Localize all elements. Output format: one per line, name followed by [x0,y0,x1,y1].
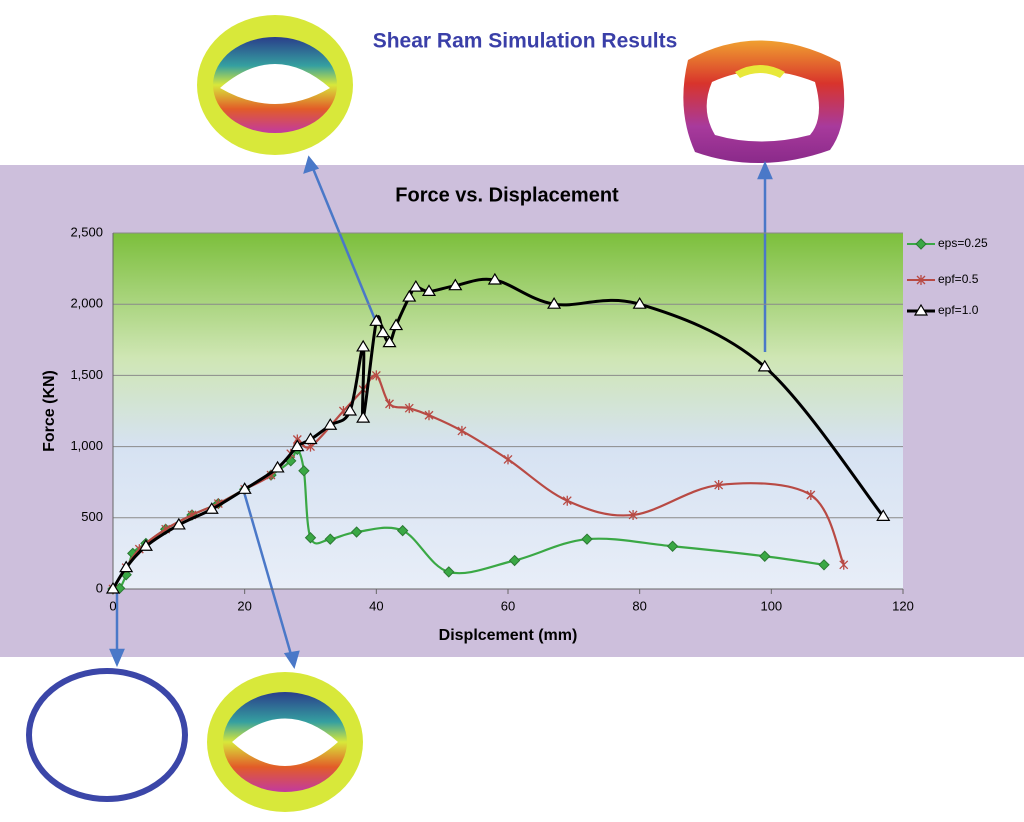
x-tick-label: 60 [501,598,515,613]
x-tick-label: 40 [369,598,383,613]
y-tick-label: 0 [96,580,103,595]
marker [503,454,513,465]
ring-initial [26,668,188,802]
marker [581,533,593,545]
y-tick-label: 2,500 [70,224,103,239]
ring-bottom [207,672,363,812]
marker [628,509,638,520]
plot-area [113,233,903,589]
marker [350,526,363,538]
marker [342,403,358,416]
x-tick-label: 20 [237,598,251,613]
x-tick-label: 0 [109,598,116,613]
marker [487,272,502,285]
marker [396,524,409,537]
marker [818,559,830,571]
marker [375,325,390,338]
marker [666,540,679,552]
marker [270,460,285,473]
marker [382,335,397,348]
marker [547,297,562,309]
marker [757,359,772,372]
marker [105,581,121,594]
arrows [109,155,773,669]
marker [402,289,417,302]
marker [385,398,394,409]
marker [916,275,926,285]
marker [237,482,252,494]
y-axis-label: Force (KN) [41,370,58,452]
marker [303,432,318,445]
marker [304,532,317,544]
marker [562,495,572,506]
marker [424,410,434,421]
x-axis-label: Displcement (mm) [439,627,578,644]
marker [389,318,404,331]
marker [714,480,724,491]
marker [443,566,455,578]
marker [448,278,463,291]
marker [119,560,134,573]
page-title: Shear Ram Simulation Results [373,30,678,53]
marker [138,539,153,551]
y-tick-label: 1,500 [70,367,103,382]
x-tick-label: 100 [760,598,782,613]
marker [323,418,338,430]
marker [913,303,929,316]
marker [356,339,371,352]
marker [408,279,423,292]
ring-top-left [197,15,353,155]
x-tick-label: 80 [632,598,646,613]
marker [404,403,414,414]
legend-label: epf=1.0 [938,303,979,317]
marker [839,559,849,570]
ring-top-right [683,40,845,164]
marker [915,238,927,250]
marker [204,502,219,514]
marker [171,517,186,530]
marker [806,490,816,501]
marker [876,509,891,521]
marker [759,550,771,562]
marker [290,439,305,452]
x-tick-label: 120 [892,598,914,613]
marker [421,284,437,296]
marker [356,410,371,423]
y-tick-label: 500 [81,509,103,524]
y-tick-label: 1,000 [70,438,103,453]
legend-label: epf=0.5 [938,272,979,286]
marker [298,465,310,477]
chart-title: Force vs. Displacement [395,184,619,206]
marker [457,425,467,436]
y-tick-label: 2,000 [70,296,103,311]
marker [324,533,336,545]
marker [508,554,521,567]
marker [369,314,384,326]
legend-label: eps=0.25 [938,236,988,250]
marker [371,370,381,381]
marker [632,297,647,309]
